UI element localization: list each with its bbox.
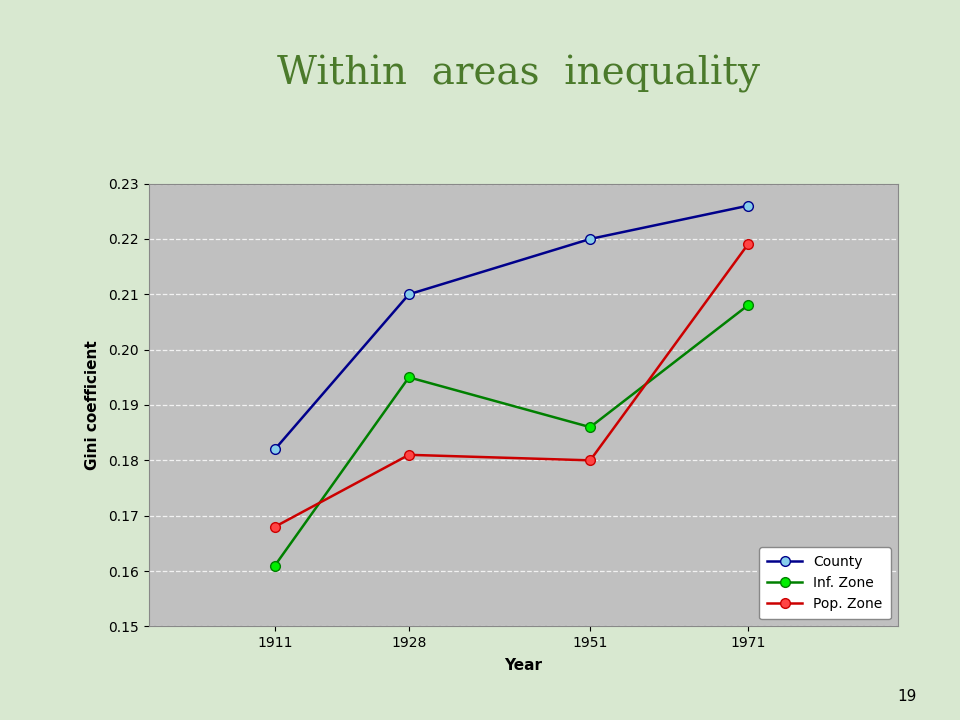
County [269,445,280,454]
Legend: County, Inf. Zone, Pop. Zone: County, Inf. Zone, Pop. Zone [759,547,891,619]
X-axis label: Year: Year [504,659,542,673]
Inf. Zone [742,301,754,310]
Line: Pop. Zone: Pop. Zone [270,240,753,531]
Inf. Zone [269,561,280,570]
Line: County: County [270,201,753,454]
County [403,290,415,299]
County [585,235,596,243]
Text: Within  areas  inequality: Within areas inequality [276,55,760,93]
Y-axis label: Gini coefficient: Gini coefficient [84,340,100,470]
Pop. Zone [403,451,415,459]
Inf. Zone [403,373,415,382]
Pop. Zone [269,523,280,531]
Pop. Zone [585,456,596,464]
Inf. Zone [585,423,596,431]
Text: 19: 19 [898,689,917,704]
Line: Inf. Zone: Inf. Zone [270,300,753,570]
County [742,202,754,210]
Pop. Zone [742,240,754,249]
